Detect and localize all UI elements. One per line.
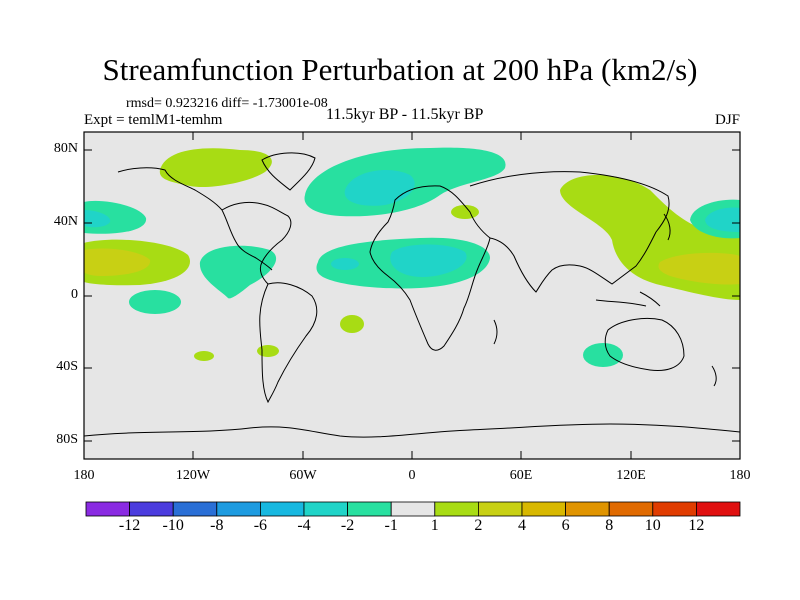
colorbar-swatch (696, 501, 741, 517)
coastlines (84, 152, 740, 438)
lat-label-80n: 80N (53, 141, 78, 156)
coast-australia (604, 317, 685, 371)
period-label: 11.5kyr BP - 11.5kyr BP (326, 106, 484, 123)
colorbar-swatch (129, 501, 174, 517)
colorbar-swatch (172, 501, 218, 517)
colorbar-label: -12 (118, 517, 141, 534)
coast-japan (663, 213, 671, 241)
coast-antarctica (84, 423, 740, 438)
contour-indian-ocean-negative (583, 343, 623, 367)
contour-greenland-positive (159, 148, 272, 188)
lon-label-180w: 180 (73, 468, 95, 483)
colorbar-label: 8 (605, 517, 614, 534)
contour-mideast-positive (451, 205, 479, 219)
colorbar-label: -10 (162, 517, 184, 534)
lon-label-180e: 180 (729, 468, 751, 483)
colorbar-label: 4 (518, 517, 526, 534)
experiment-label: Expt = temlM1-temhm (84, 112, 223, 128)
colorbar-label: 6 (561, 517, 570, 534)
colorbar-swatch (85, 501, 130, 517)
coast-south-america (259, 282, 318, 404)
colorbar-swatch (652, 501, 697, 517)
colorbar-label: -1 (384, 517, 398, 534)
contour-africa-negative-core (390, 244, 467, 278)
lon-label-60e: 60E (509, 468, 533, 483)
colorbar-swatch (303, 501, 348, 517)
lon-label-120e: 120E (616, 468, 646, 483)
map-title: Streamfunction Perturbation at 200 hPa (… (102, 52, 698, 87)
coast-europe-africa (369, 185, 491, 351)
colorbar-swatch (434, 501, 479, 517)
colorbar-swatch (608, 501, 654, 517)
lat-label-0: 0 (71, 287, 78, 302)
colorbar-label: -6 (253, 517, 268, 534)
lon-label-120w: 120W (175, 468, 211, 483)
colorbar (85, 501, 741, 517)
coast-new-zealand (711, 365, 717, 387)
contour-south-america-positive (257, 345, 279, 357)
lon-label-0: 0 (408, 468, 416, 483)
contour-east-pacific-positive-core (658, 252, 740, 285)
contour-south-atlantic-positive (340, 315, 364, 333)
coast-madagascar (493, 319, 498, 345)
rmsd-label: rmsd= 0.923216 diff= -1.73001e-08 (126, 96, 328, 111)
colorbar-swatch (390, 501, 436, 517)
coast-greenland (261, 152, 316, 191)
contour-pacific-east-negative-core (705, 207, 740, 232)
coast-indonesia (595, 291, 661, 307)
colorbar-swatch (216, 501, 261, 517)
colorbar-label: 10 (644, 517, 661, 534)
colorbar-label: 2 (474, 517, 483, 534)
contour-atlantic-negative-core (331, 258, 359, 270)
colorbar-label: -8 (210, 517, 224, 534)
lon-label-60w: 60W (289, 468, 317, 483)
coast-asia (469, 171, 670, 293)
colorbar-swatch (477, 501, 523, 517)
lat-label-40s: 40S (56, 359, 78, 374)
colorbar-label: -2 (340, 517, 355, 534)
contour-equatorial-pacific-negative (129, 290, 181, 314)
contour-fields (84, 147, 740, 367)
lon-ticks (83, 132, 741, 459)
contour-south-pacific-positive (194, 351, 214, 361)
lat-label-40n: 40N (53, 214, 78, 229)
season-label: DJF (714, 112, 740, 128)
contour-north-atlantic-negative-core (344, 170, 415, 206)
colorbar-swatch (521, 501, 566, 517)
colorbar-swatch (565, 501, 610, 517)
colorbar-label: 1 (430, 517, 439, 534)
lat-label-80s: 80S (56, 432, 78, 447)
colorbar-label: 12 (688, 517, 705, 534)
coast-north-america (117, 167, 292, 285)
contour-pacific-positive-core (84, 248, 151, 276)
colorbar-swatch (347, 501, 392, 517)
colorbar-label: -4 (297, 517, 311, 534)
lat-ticks (84, 149, 740, 442)
colorbar-swatch (259, 501, 305, 517)
